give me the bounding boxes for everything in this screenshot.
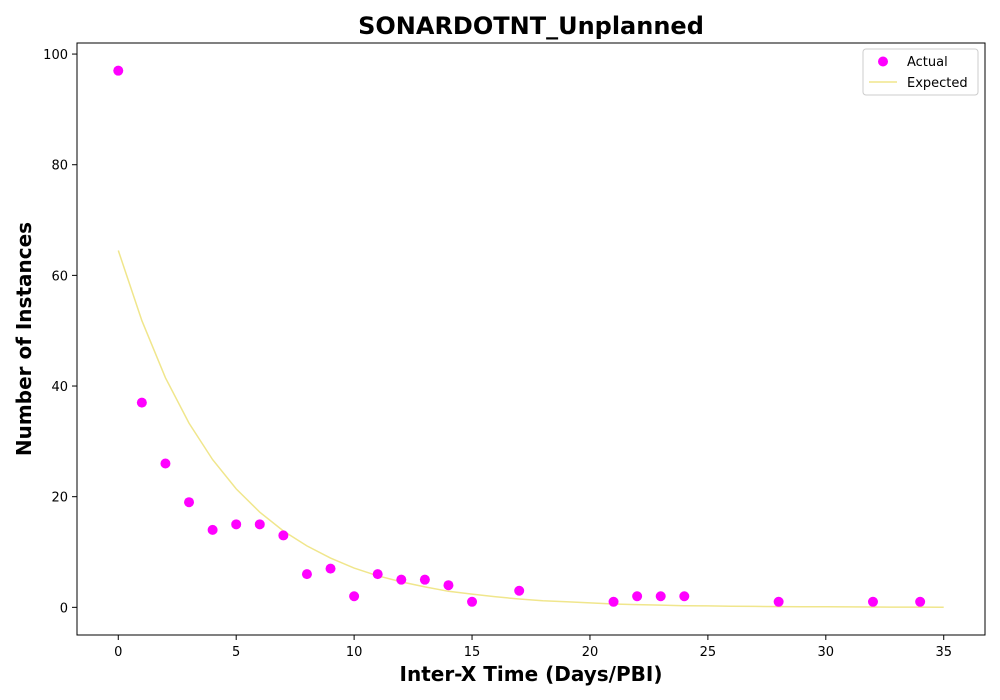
y-tick-label: 20 <box>51 491 68 506</box>
x-tick-label: 30 <box>818 645 835 660</box>
actual-point <box>443 580 454 591</box>
actual-point <box>679 591 690 602</box>
actual-point <box>372 569 383 580</box>
y-tick-label: 80 <box>51 159 68 174</box>
legend-actual-marker <box>878 56 888 67</box>
y-tick-label: 60 <box>51 269 68 284</box>
plot-area <box>113 65 944 608</box>
y-tick-label: 100 <box>43 48 68 63</box>
legend: Actual Expected <box>862 48 979 96</box>
x-tick-label: 15 <box>464 645 481 660</box>
actual-point <box>773 596 784 607</box>
x-tick-label: 25 <box>700 645 717 660</box>
x-axis: 0 5 10 15 20 25 30 35 <box>114 635 952 660</box>
actual-point <box>467 596 478 607</box>
actual-point <box>325 563 336 574</box>
x-tick-label: 0 <box>114 645 122 660</box>
actual-point <box>396 574 407 585</box>
expected-line <box>117 250 944 608</box>
y-axis: 0 20 40 60 80 100 <box>43 48 77 616</box>
actual-point <box>301 569 312 580</box>
chart-title: SONARDOTNT_Unplanned <box>358 12 704 40</box>
actual-point <box>419 574 430 585</box>
actual-point <box>608 596 619 607</box>
x-tick-label: 20 <box>582 645 599 660</box>
y-tick-label: 40 <box>51 380 68 395</box>
legend-box <box>862 48 979 96</box>
actual-point <box>113 65 124 76</box>
actual-point <box>514 585 525 596</box>
legend-expected-label: Expected <box>907 76 968 91</box>
x-tick-label: 35 <box>935 645 952 660</box>
x-tick-label: 5 <box>232 645 240 660</box>
actual-point <box>915 596 926 607</box>
y-tick-label: 0 <box>60 601 68 616</box>
x-axis-label: Inter-X Time (Days/PBI) <box>400 662 663 686</box>
actual-point <box>867 596 878 607</box>
plot-frame <box>76 42 986 636</box>
actual-point <box>184 497 195 508</box>
actual-point <box>136 397 147 408</box>
y-axis-label: Number of Instances <box>12 222 36 456</box>
actual-point <box>632 591 643 602</box>
actual-point <box>349 591 360 602</box>
actual-point <box>254 519 265 530</box>
x-tick-label: 10 <box>346 645 363 660</box>
legend-actual-label: Actual <box>907 55 948 70</box>
actual-point <box>655 591 666 602</box>
actual-point <box>231 519 242 530</box>
actual-point <box>207 524 218 535</box>
actual-point <box>160 458 171 469</box>
actual-point <box>278 530 289 541</box>
